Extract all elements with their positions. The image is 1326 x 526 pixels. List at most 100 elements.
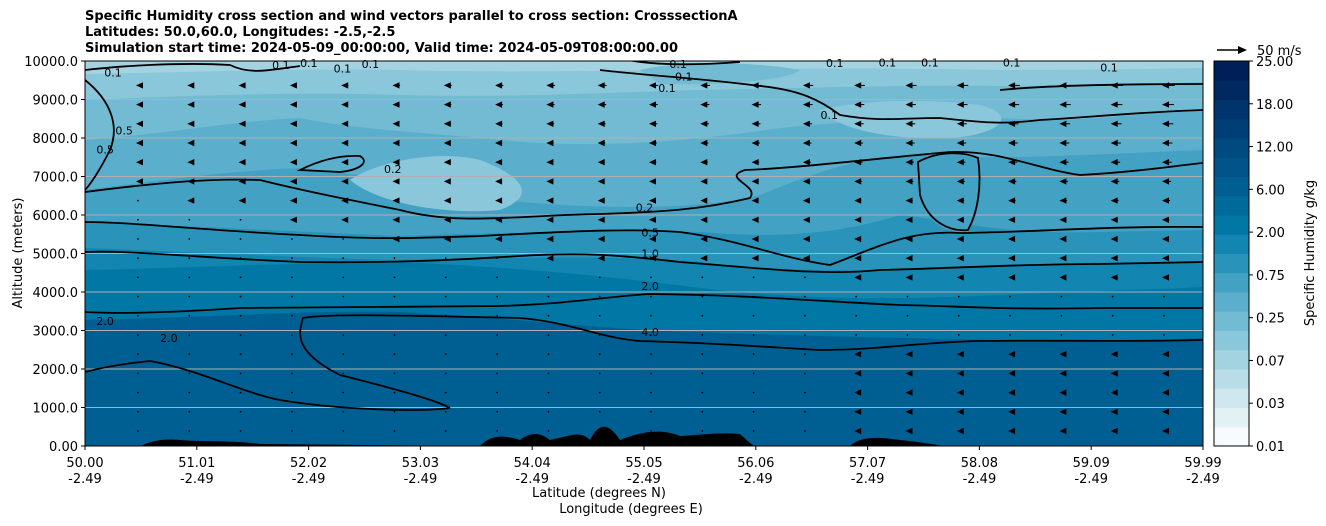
wind-vector-head <box>392 216 400 223</box>
contour-label: 0.1 <box>820 109 838 122</box>
wind-vector-head <box>1162 101 1169 108</box>
wind-vector-head <box>1162 274 1169 281</box>
colorbar-segment <box>1214 80 1249 100</box>
x-tick-label-lat: 57.07 <box>849 456 886 471</box>
wind-vector-head <box>495 197 503 204</box>
wind-vector-head <box>1008 370 1016 377</box>
x-tick-label-lon: -2.49 <box>68 472 102 487</box>
colorbar-segment <box>1214 292 1249 312</box>
wind-vector-head <box>1059 159 1067 166</box>
wind-vector-head <box>854 82 862 89</box>
grid-lines <box>85 99 1203 408</box>
contour-label: 2.0 <box>641 280 659 293</box>
title-line-3: Simulation start time: 2024-05-09_00:00:… <box>85 41 678 56</box>
wind-vector-head <box>341 101 349 108</box>
wind-vector <box>906 295 909 298</box>
wind-vector-head <box>905 82 913 89</box>
wind-vector-head <box>854 120 862 127</box>
wind-vector-head <box>1162 351 1169 358</box>
wind-vector-head <box>1110 197 1118 204</box>
wind-vector <box>650 314 652 317</box>
wind-vector <box>804 295 806 298</box>
wind-vector-head <box>1162 178 1169 185</box>
wind-vector <box>188 410 191 413</box>
wind-vector-head <box>905 216 913 223</box>
contour-label: 0.1 <box>669 58 687 71</box>
wind-vector <box>137 276 139 279</box>
wind-vector-head <box>649 178 656 185</box>
wind-vector-head <box>443 178 451 185</box>
wind-vector <box>291 257 293 260</box>
x-tick-label-lat: 55.05 <box>625 456 662 471</box>
wind-vector <box>137 372 139 375</box>
contour-label: 0.1 <box>272 59 290 72</box>
wind-vector-head <box>700 235 708 243</box>
wind-vector <box>496 353 498 356</box>
wind-vector <box>393 353 396 356</box>
wind-vector <box>855 334 858 336</box>
wind-vector-head <box>443 235 451 243</box>
wind-vector <box>752 295 755 298</box>
wind-vector-head <box>546 139 554 147</box>
contour-4-0 <box>299 314 1203 409</box>
wind-vector-head <box>905 197 913 204</box>
wind-vector <box>188 238 191 240</box>
wind-vector-head <box>956 120 964 127</box>
band-patch-4 <box>640 63 800 85</box>
wind-vector <box>342 334 345 336</box>
wind-vector <box>804 391 806 394</box>
wind-vector-head <box>854 389 862 396</box>
contour-label: 0.1 <box>104 67 122 80</box>
wind-vector-head <box>700 120 708 127</box>
wind-vector-head <box>546 120 554 127</box>
wind-vector-head <box>700 178 708 185</box>
wind-vector-head <box>700 255 708 262</box>
wind-vector-head <box>854 216 862 223</box>
colorbar-segment <box>1214 157 1249 177</box>
wind-vector <box>137 295 139 298</box>
y-tick-label: 1000.0 <box>33 402 79 417</box>
wind-vector-head <box>1162 235 1169 243</box>
wind-vector <box>291 295 293 298</box>
wind-vector-head <box>1110 178 1118 185</box>
wind-vector-head <box>546 82 554 89</box>
wind-vector <box>547 353 550 356</box>
wind-vector-head <box>1110 82 1118 89</box>
x-tick-label-lat: 58.08 <box>961 456 998 471</box>
wind-vector-head <box>854 427 862 435</box>
wind-vector-head <box>187 101 195 108</box>
wind-vector-head <box>649 82 656 89</box>
wind-vector <box>137 199 139 202</box>
wind-vector <box>188 257 191 260</box>
wind-vector-head <box>495 120 503 127</box>
wind-vector <box>239 334 242 336</box>
wind-vector-head <box>136 82 143 89</box>
contour-label: 0.1 <box>334 63 352 76</box>
wind-vector <box>239 353 242 356</box>
wind-vector-head <box>443 159 451 166</box>
wind-vector-head <box>1008 274 1016 281</box>
wind-vector-head <box>1008 197 1016 204</box>
wind-vector <box>1009 295 1011 298</box>
wind-vector <box>239 257 242 260</box>
colorbar-segment <box>1214 99 1249 120</box>
wind-vector-head <box>495 178 503 185</box>
wind-vector-head <box>597 82 605 89</box>
wind-vector <box>188 353 191 356</box>
wind-vector-head <box>956 427 964 435</box>
contour-label: 2.0 <box>96 315 114 328</box>
wind-vector <box>393 314 396 317</box>
wind-vector-head <box>238 101 246 108</box>
wind-vector-head <box>187 120 195 127</box>
wind-vector-head <box>1008 120 1016 127</box>
wind-vector <box>342 391 345 394</box>
terrain-mask <box>85 426 1203 446</box>
wind-vector-head <box>136 101 143 108</box>
wind-vector <box>137 410 139 413</box>
wind-vector-head <box>956 139 964 147</box>
wind-vector <box>701 295 704 298</box>
wind-vector-head <box>289 197 297 204</box>
x-tick-label-lon: -2.49 <box>292 472 326 487</box>
wind-vector <box>444 314 447 317</box>
colorbar-frame <box>1213 60 1250 447</box>
